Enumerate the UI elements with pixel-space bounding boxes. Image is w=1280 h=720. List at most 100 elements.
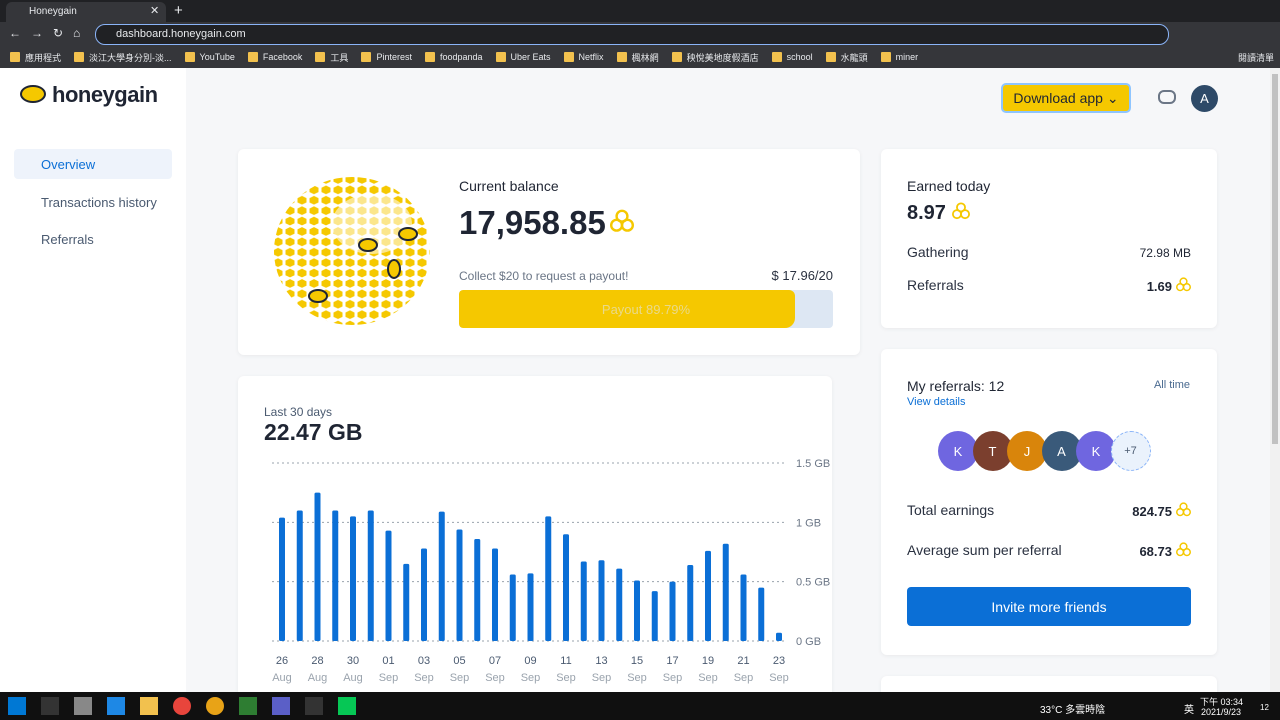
bookmark-icon — [247, 52, 258, 62]
x-tick-month: Sep — [521, 672, 541, 684]
gathering-value: 72.98 MB — [1140, 246, 1191, 260]
today-card: Earned today 8.97 Gathering 72.98 MB Ref… — [881, 149, 1217, 328]
balance-card: Current balance 17,958.85 Collect $20 to… — [238, 149, 860, 355]
app-icon[interactable] — [239, 697, 257, 715]
app-icon[interactable] — [305, 697, 323, 715]
x-tick-month: Sep — [450, 672, 470, 684]
average-label: Average sum per referral — [907, 542, 1062, 558]
bookmark[interactable]: 秧悅美地度假酒店 — [671, 51, 759, 64]
chart-subtitle: Last 30 days — [264, 405, 333, 419]
bookmark-label: foodpanda — [439, 52, 483, 62]
bookmark[interactable]: Uber Eats — [495, 52, 551, 62]
referral-avatar: K — [938, 431, 978, 471]
bookmark[interactable]: 工具 — [315, 51, 348, 64]
scroll-thumb[interactable] — [1272, 74, 1278, 444]
x-tick-month: Aug — [343, 672, 363, 684]
bookmark[interactable]: Facebook — [247, 52, 302, 62]
x-tick-month: Sep — [734, 672, 754, 684]
average-amount: 68.73 — [1139, 543, 1172, 559]
x-tick-label: 05 — [453, 655, 465, 667]
tab-close[interactable]: ✕ — [150, 5, 160, 17]
clock-time[interactable]: 下午 03:34 — [1200, 697, 1244, 707]
taskbar-apps — [8, 697, 356, 715]
bookmark[interactable]: 楓林網 — [616, 51, 659, 64]
bookmark[interactable]: 水龍頭 — [825, 51, 868, 64]
x-tick-label: 15 — [631, 655, 643, 667]
tab[interactable] — [6, 2, 166, 22]
app-icon[interactable] — [206, 697, 224, 715]
notifications[interactable]: 12 — [1260, 703, 1269, 712]
bookmark[interactable]: Netflix — [563, 52, 604, 62]
scrollbar[interactable] — [1270, 68, 1280, 692]
bookmark-label: 應用程式 — [25, 52, 62, 63]
weather[interactable]: 33°C 多雲時陰 — [1040, 705, 1106, 716]
bookmark-icon — [74, 52, 85, 62]
download-button[interactable]: Download app ⌄ — [1001, 83, 1131, 113]
bookmark-icon — [563, 52, 574, 62]
bookmark[interactable]: 淡江大學身分別-淡... — [74, 51, 172, 64]
app-icon[interactable] — [140, 697, 158, 715]
app-icon[interactable] — [338, 697, 356, 715]
bookmark-label: Uber Eats — [510, 52, 551, 62]
x-tick-label: 21 — [737, 655, 749, 667]
bar — [332, 510, 339, 641]
app-icon[interactable] — [74, 697, 92, 715]
bar — [509, 574, 516, 641]
bookmark-icon — [424, 52, 435, 62]
coin-svg — [1176, 542, 1191, 557]
bookmark-icon — [880, 52, 891, 62]
new-tab[interactable]: + — [174, 2, 183, 19]
bar — [651, 591, 658, 641]
bookmark-icon — [495, 52, 506, 62]
nav-buttons[interactable]: ←→↻⌂ — [9, 26, 91, 40]
ime[interactable]: 英 — [1184, 705, 1194, 716]
x-tick-month: Aug — [308, 672, 328, 684]
bookmark[interactable]: 應用程式 — [10, 51, 61, 64]
bookmark[interactable]: miner — [880, 52, 918, 62]
coin-svg — [609, 209, 634, 232]
bookmark-label: 工具 — [330, 52, 349, 63]
status-icon[interactable] — [1158, 90, 1176, 104]
nav-overview[interactable]: Overview — [14, 149, 172, 179]
bookmark-icon — [315, 52, 326, 62]
app-icon[interactable] — [41, 697, 59, 715]
bar — [634, 580, 640, 641]
bar — [598, 560, 605, 641]
bar — [456, 529, 463, 641]
coin-svg — [1176, 277, 1191, 292]
app-icon[interactable] — [107, 697, 125, 715]
bookmark[interactable]: foodpanda — [424, 52, 483, 62]
bookmark[interactable]: school — [771, 52, 813, 62]
referrals-period[interactable]: All time — [1153, 379, 1190, 391]
bar — [722, 543, 729, 641]
x-tick-label: 23 — [773, 655, 785, 667]
x-tick-label: 03 — [418, 655, 430, 667]
x-tick-month: Sep — [769, 672, 789, 684]
clock-date[interactable]: 2021/9/23 — [1201, 707, 1242, 717]
bookmark[interactable]: YouTube — [184, 52, 235, 62]
coin-svg — [951, 202, 970, 220]
app-icon[interactable] — [173, 697, 191, 715]
bar — [758, 587, 765, 641]
bar — [403, 563, 410, 641]
today-amount-row: 8.97 — [907, 202, 970, 225]
bookmark[interactable]: Pinterest — [361, 52, 412, 62]
y-tick-label: 0.5 GB — [796, 577, 830, 589]
invite-button[interactable]: Invite more friends — [907, 587, 1191, 626]
app-icon[interactable] — [272, 697, 290, 715]
avatar[interactable]: A — [1191, 85, 1218, 112]
view-details-link[interactable]: View details — [907, 396, 966, 408]
bar — [421, 548, 427, 641]
reading-list[interactable]: 閱讀清單 — [1238, 53, 1275, 63]
coin-icon — [1176, 277, 1191, 295]
bar — [279, 517, 285, 641]
nav-transactions[interactable]: Transactions history — [41, 194, 157, 210]
today-amount: 8.97 — [907, 202, 946, 224]
app-icon[interactable] — [8, 697, 26, 715]
bar — [350, 516, 356, 641]
logo[interactable]: honeygain — [52, 82, 158, 107]
nav-referrals[interactable]: Referrals — [41, 231, 94, 247]
x-tick-month: Sep — [663, 672, 683, 684]
referral-avatar: +7 — [1110, 431, 1151, 471]
address-bar[interactable] — [95, 24, 1169, 45]
